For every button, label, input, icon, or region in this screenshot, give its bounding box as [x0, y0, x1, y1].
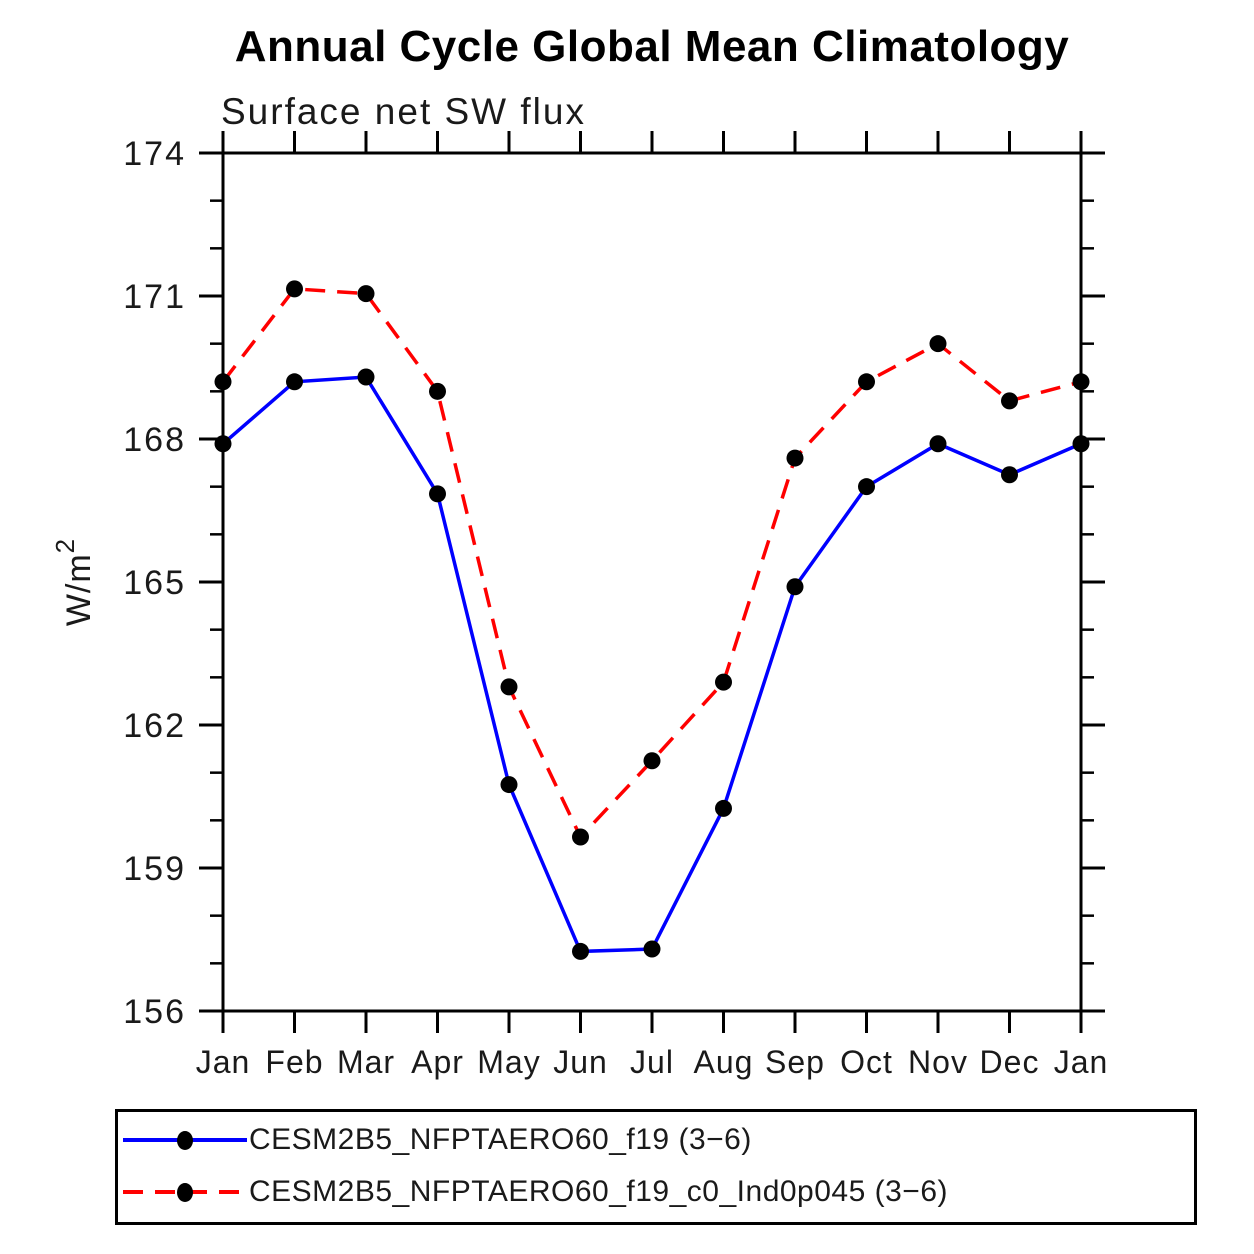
- data-point: [643, 940, 661, 958]
- data-point: [500, 678, 518, 696]
- data-point: [572, 942, 589, 960]
- data-point: [214, 373, 232, 391]
- y-axis-title: W/m2: [50, 538, 98, 626]
- y-axis-ticks-right: [1081, 151, 1105, 1013]
- y-tick-label: 168: [123, 421, 186, 459]
- data-point: [1072, 435, 1090, 453]
- x-tick-label: Jul: [630, 1044, 674, 1080]
- x-tick-label: Mar: [337, 1044, 395, 1080]
- y-axis-ticks-left: [199, 151, 223, 1013]
- data-point: [715, 799, 732, 817]
- x-tick-label: Jun: [553, 1044, 608, 1080]
- data-point: [858, 478, 875, 496]
- y-tick-label: 156: [123, 993, 186, 1031]
- x-tick-label: Sep: [765, 1044, 825, 1080]
- data-point: [286, 280, 303, 298]
- data-point: [1001, 392, 1018, 410]
- data-point: [429, 485, 446, 503]
- x-tick-label: May: [477, 1044, 540, 1080]
- x-tick-label: Nov: [908, 1044, 968, 1080]
- x-axis-ticks-bottom: [221, 1011, 1083, 1033]
- legend-item-1: CESM2B5_NFPTAERO60_f19_c0_Ind0p045 (3−6): [118, 1166, 1194, 1218]
- data-point: [500, 776, 518, 794]
- data-point: [1001, 466, 1018, 484]
- legend: CESM2B5_NFPTAERO60_f19 (3−6) CESM2B5_NFP…: [115, 1109, 1197, 1225]
- plot-frame: [201, 131, 1103, 1033]
- legend-marker-dot-icon: [177, 1131, 193, 1150]
- data-point: [572, 828, 589, 846]
- data-point: [929, 435, 947, 453]
- legend-item-0: CESM2B5_NFPTAERO60_f19 (3−6): [118, 1114, 1194, 1166]
- chart-subtitle: Surface net SW flux: [221, 91, 586, 132]
- x-tick-label: Jan: [1054, 1044, 1109, 1080]
- y-tick-label: 159: [123, 850, 186, 888]
- x-axis-ticks-top: [221, 131, 1083, 153]
- data-point: [715, 673, 732, 691]
- data-point: [786, 449, 804, 467]
- legend-label-0: CESM2B5_NFPTAERO60_f19 (3−6): [249, 1123, 752, 1156]
- data-point: [357, 285, 375, 303]
- legend-marker-dot-icon: [177, 1183, 193, 1202]
- chart-title: Annual Cycle Global Mean Climatology: [234, 22, 1070, 71]
- data-point: [286, 373, 303, 391]
- data-point: [858, 373, 875, 391]
- data-point: [929, 335, 947, 353]
- data-point: [429, 382, 446, 400]
- y-tick-label: 174: [123, 135, 186, 173]
- y-tick-label: 171: [123, 278, 186, 316]
- data-point: [357, 368, 375, 386]
- legend-sample-1: [123, 1182, 247, 1202]
- y-tick-labels: 156 159 162 165 168 171 174: [123, 135, 186, 1031]
- x-tick-label: Apr: [411, 1044, 464, 1080]
- data-points: [214, 280, 1090, 960]
- legend-sample-0: [123, 1130, 247, 1150]
- x-tick-labels: Jan Feb Mar Apr May Jun Jul Aug Sep Oct Nov Dec Jan: [196, 1044, 1109, 1080]
- data-point: [214, 435, 232, 453]
- data-point: [1072, 373, 1090, 391]
- y-tick-label: 162: [123, 707, 186, 745]
- x-tick-label: Oct: [840, 1044, 893, 1080]
- data-point: [643, 752, 661, 770]
- x-tick-label: Feb: [265, 1044, 323, 1080]
- x-tick-label: Jan: [196, 1044, 251, 1080]
- data-point: [786, 578, 804, 596]
- y-tick-label: 165: [123, 564, 186, 602]
- legend-label-1: CESM2B5_NFPTAERO60_f19_c0_Ind0p045 (3−6): [249, 1175, 948, 1208]
- x-tick-label: Dec: [980, 1044, 1040, 1080]
- series-line-0: [221, 375, 1082, 954]
- x-tick-label: Aug: [694, 1044, 754, 1080]
